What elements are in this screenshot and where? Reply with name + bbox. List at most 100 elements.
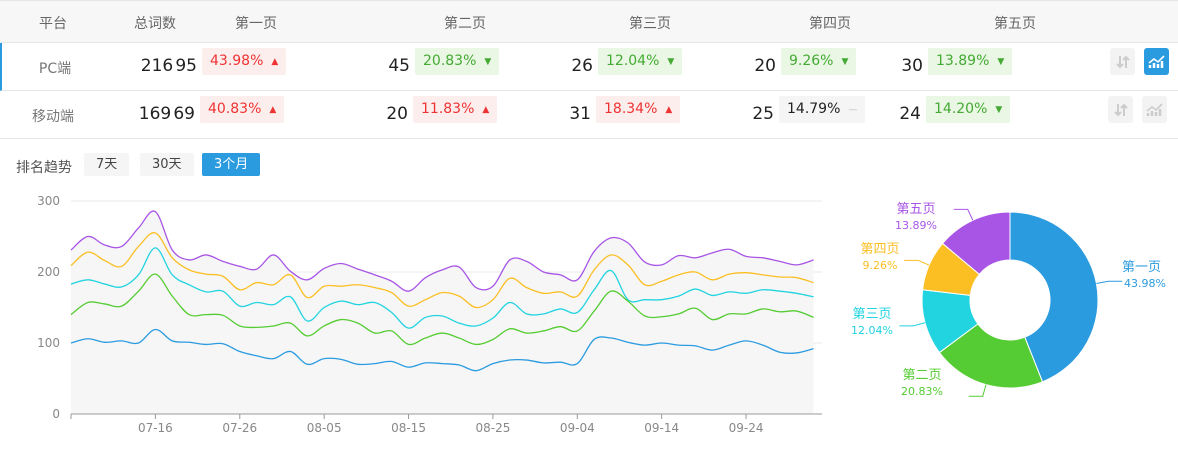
total-count: 216 — [140, 56, 174, 76]
x-tick-label: 08-25 — [475, 421, 510, 435]
slice-pct: 12.04% — [851, 324, 893, 337]
page1-pct-badge: 40.83% ▲ — [200, 96, 285, 123]
page2-pct-badge: 11.83% ▲ — [413, 96, 498, 123]
pct-value: 43.98% — [210, 53, 264, 69]
page4-pct-badge: 14.79% — — [779, 96, 866, 123]
x-tick-label: 08-05 — [307, 421, 342, 435]
y-tick-label: 0 — [52, 407, 60, 421]
trend-down-icon: ▼ — [995, 105, 1003, 115]
series-line-2 — [70, 247, 814, 329]
slice-label: 第二页 — [902, 368, 941, 383]
pct-value: 18.34% — [604, 101, 658, 117]
series-line-3 — [70, 273, 814, 346]
header-page3: 第三页 — [629, 16, 671, 32]
page2-count: 45 — [388, 56, 410, 76]
pct-value: 11.83% — [421, 101, 475, 117]
table-row[interactable]: 移动端 169 69 40.83% ▲ 20 11.83% ▲ 31 18.34% ▲ 25 … — [0, 91, 1178, 139]
trend-chart-icon[interactable] — [1142, 96, 1167, 123]
pct-value: 9.26% — [789, 53, 834, 69]
area-fill — [71, 211, 814, 414]
trend-up-icon: ▲ — [665, 105, 673, 115]
header-page4: 第四页 — [809, 16, 851, 32]
series-line-4 — [70, 328, 814, 372]
page3-pct-badge: 18.34% ▲ — [596, 96, 681, 123]
slice-pct: 13.89% — [895, 219, 937, 232]
page3-pct-badge: 12.04% ▼ — [598, 48, 683, 75]
range-30d-button[interactable]: 30天 — [140, 153, 194, 176]
label-leader-line — [953, 208, 974, 221]
page5-pct-badge: 13.89% ▼ — [928, 48, 1013, 75]
sort-icon[interactable] — [1110, 48, 1135, 75]
label-leader-line — [968, 384, 987, 397]
trend-chart-icon[interactable] — [1144, 48, 1169, 75]
trend-down-icon: ▼ — [667, 57, 675, 67]
slice-pct: 9.26% — [863, 259, 898, 272]
header-page1: 第一页 — [235, 16, 277, 32]
pct-value: 14.20% — [934, 101, 988, 117]
slice-label: 第四页 — [860, 242, 899, 257]
x-tick-label: 08-15 — [391, 421, 426, 435]
header-platform: 平台 — [39, 16, 67, 32]
range-7d-button[interactable]: 7天 — [84, 153, 130, 176]
pct-value: 13.89% — [936, 53, 990, 69]
page5-count: 30 — [901, 56, 923, 76]
header-page5: 第五页 — [994, 16, 1036, 32]
page2-count: 20 — [386, 104, 408, 124]
page1-count: 95 — [175, 56, 197, 76]
trend-up-icon: ▲ — [482, 105, 490, 115]
donut-slice[interactable] — [941, 211, 1011, 275]
y-tick-label: 200 — [37, 265, 60, 279]
trend-down-icon: ▼ — [484, 57, 492, 67]
slice-label: 第五页 — [896, 202, 935, 217]
x-tick-label: 07-16 — [138, 421, 173, 435]
page4-count: 25 — [752, 104, 774, 124]
platform-name: 移动端 — [32, 109, 74, 125]
label-leader-line — [904, 259, 930, 266]
slice-label: 第三页 — [852, 307, 891, 322]
series-line-1 — [70, 232, 814, 309]
page3-count: 31 — [569, 104, 591, 124]
page-distribution-donut: 第一页 43.98% 第二页 20.83% 第三页 12.04% 第四页 9.26% 第五页 13… — [851, 202, 1166, 398]
page1-pct-badge: 43.98% ▲ — [202, 48, 287, 75]
header-total: 总词数 — [134, 16, 176, 32]
y-tick-label: 100 — [37, 336, 60, 350]
slice-label: 第一页 — [1122, 260, 1161, 275]
table-row[interactable]: PC端 216 95 43.98% ▲ 45 20.83% ▼ 26 12.04% ▼ 20 … — [0, 43, 1178, 91]
pct-value: 40.83% — [208, 101, 262, 117]
total-count: 169 — [138, 104, 172, 124]
page4-count: 20 — [754, 56, 776, 76]
pct-value: 12.04% — [606, 53, 660, 69]
page5-count: 24 — [899, 104, 921, 124]
sort-icon[interactable] — [1108, 96, 1133, 123]
header-page2: 第二页 — [444, 16, 486, 32]
series-line-0 — [70, 210, 814, 292]
page4-pct-badge: 9.26% ▼ — [781, 48, 857, 75]
trend-up-icon: ▲ — [271, 57, 279, 67]
page3-count: 26 — [571, 56, 593, 76]
label-leader-line — [899, 322, 926, 327]
y-tick-label: 300 — [37, 194, 60, 208]
trend-down-icon: ▼ — [997, 57, 1005, 67]
table-header: 平台 总词数 第一页 第二页 第三页 第四页 第五页 — [0, 0, 1178, 43]
trend-flat-icon: — — [848, 105, 858, 115]
slice-pct: 43.98% — [1124, 277, 1166, 290]
x-tick-label: 09-24 — [729, 421, 764, 435]
page1-count: 69 — [173, 104, 195, 124]
platform-name: PC端 — [38, 61, 72, 77]
pct-value: 14.79% — [787, 101, 841, 117]
x-tick-label: 07-26 — [222, 421, 257, 435]
range-3m-button[interactable]: 3个月 — [202, 153, 261, 176]
trend-label: 排名趋势 — [16, 160, 72, 176]
page2-pct-badge: 20.83% ▼ — [415, 48, 500, 75]
label-leader-line — [1096, 280, 1123, 284]
page5-pct-badge: 14.20% ▼ — [926, 96, 1011, 123]
slice-pct: 20.83% — [901, 385, 943, 398]
pct-value: 20.83% — [423, 53, 477, 69]
x-tick-label: 09-04 — [560, 421, 595, 435]
donut-slice[interactable] — [1009, 211, 1099, 383]
trend-line-chart: 0 100 200 300 07-16 07-26 08-05 08-15 08-25 09-04… — [37, 194, 822, 435]
trend-down-icon: ▼ — [841, 57, 849, 67]
x-tick-label: 09-14 — [644, 421, 679, 435]
trend-up-icon: ▲ — [269, 105, 277, 115]
donut-slice[interactable] — [938, 323, 1044, 389]
